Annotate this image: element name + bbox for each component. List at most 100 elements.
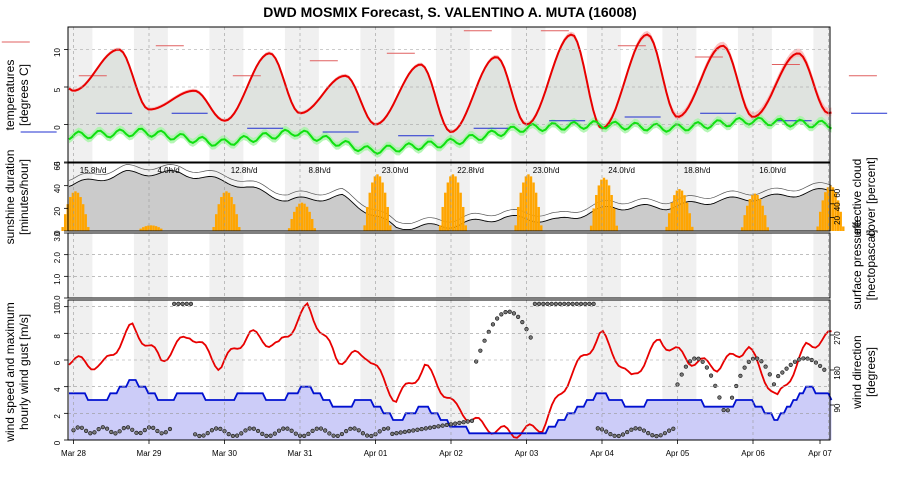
sunshine-bar: [680, 190, 684, 231]
wind-direction-dot: [738, 373, 743, 378]
sunshine-bar: [831, 187, 835, 231]
wind-direction-dot: [369, 433, 374, 439]
wind-direction-dot: [516, 314, 521, 319]
sunshine-bar: [839, 211, 842, 231]
pressure-y-tick-label: 2.0: [53, 252, 62, 264]
daily-sunshine-total-label: 8.8h/d: [309, 166, 331, 175]
wind-direction-dot: [671, 426, 676, 431]
wind-direction-dot: [151, 425, 156, 430]
sunshine-bar: [230, 197, 233, 231]
chart-title: DWD MOSMIX Forecast, S. VALENTINO A. MUT…: [263, 4, 636, 20]
sunshine-bar: [449, 176, 452, 231]
wind-direction-dot: [344, 429, 349, 434]
sunshine-bar: [462, 206, 465, 231]
wind-direction-dot: [704, 365, 709, 370]
wind-direction-dot: [172, 301, 177, 306]
temp-y-tick-label: -5: [53, 161, 62, 169]
wind-direction-dot: [92, 430, 97, 435]
wind-direction-dot: [788, 362, 793, 368]
wind-direction-dot: [180, 301, 185, 306]
wind-direction-dot: [79, 425, 84, 430]
wind-direction-dot: [360, 431, 366, 436]
wind-direction-dot: [696, 356, 701, 361]
wind-direction-dot: [700, 359, 705, 364]
wind-direction-dot: [239, 431, 244, 436]
wind-direction-dot: [100, 425, 105, 430]
sunshine-bar: [748, 198, 752, 231]
sunshine-bar: [688, 213, 691, 231]
wind-direction-dot: [209, 428, 215, 433]
wind-direction-dot: [553, 301, 558, 306]
wind-direction-dot: [767, 372, 772, 377]
wind-direction-dot: [130, 427, 135, 432]
wind-direction-dot: [214, 426, 219, 431]
sunshine-bar: [71, 192, 75, 231]
wind-direction-dot: [331, 433, 336, 438]
wind-direction-dot: [687, 359, 693, 364]
wind-direction-dot: [281, 426, 286, 431]
sunshine-bar: [751, 194, 754, 231]
wind-direction-dot: [562, 301, 567, 306]
wind-direction-dot: [486, 329, 491, 334]
sunshine-bar: [524, 176, 528, 231]
wind-direction-dot: [440, 423, 445, 428]
temp-y-tick-label: 0: [53, 125, 62, 130]
wind-direction-dot: [402, 429, 407, 434]
sunshine-bar: [376, 174, 379, 231]
x-axis-date-label: Mar 31: [288, 449, 313, 458]
sunshine-bar: [441, 206, 444, 231]
wind-direction-dot: [637, 426, 642, 431]
sunshine-bar: [383, 192, 387, 231]
cloud-cover-area: [68, 170, 832, 231]
sunshine-bar: [76, 192, 80, 231]
wind-direction-dot: [83, 428, 89, 433]
sunshine-bar: [313, 228, 316, 231]
sunshine-bar: [300, 202, 304, 231]
sunshine-bar: [592, 208, 595, 231]
sunshine-bar: [363, 225, 366, 231]
wind-direction-dot: [335, 433, 340, 439]
temp-y-tick-label: 10: [53, 48, 62, 57]
wind-direction-dot: [662, 431, 668, 436]
wind-direction-dot: [411, 428, 416, 433]
wind-direction-dot: [276, 428, 282, 433]
pressure-y-tick-label: 3.0: [53, 230, 62, 242]
sunshine-bar: [667, 213, 671, 231]
wind-direction-dot: [293, 431, 298, 436]
wind-direction-dot: [511, 311, 517, 316]
sunshine-bar: [600, 179, 603, 231]
wind-direction-dot: [570, 301, 575, 306]
sunshine-bar: [378, 176, 382, 231]
wind-direction-dot: [725, 408, 730, 413]
wind-direction-dot: [604, 429, 609, 434]
sunshine-bar: [160, 228, 163, 231]
sunshine-bar: [144, 226, 148, 231]
sunshine-bar: [79, 197, 82, 231]
wind-direction-dot: [268, 433, 273, 438]
wind-direction-dot: [109, 429, 114, 435]
wind-direction-dot: [801, 356, 806, 361]
sunshine-bar: [74, 191, 77, 231]
wind-direction-dot: [713, 383, 718, 388]
sunshine-bar: [613, 208, 616, 231]
daily-sunshine-total-label: 24.0h/d: [608, 166, 635, 175]
sunshine-bar: [142, 227, 145, 231]
wind-direction-dot: [792, 359, 798, 364]
sunshine-bar: [514, 225, 517, 231]
sunshine-bar: [766, 227, 769, 231]
wind-direction-dot: [746, 359, 751, 364]
wind-direction-dot: [419, 426, 424, 432]
wind-gust-line: [68, 301, 832, 439]
wind-direction-dot: [310, 428, 315, 433]
sunshine-bar: [589, 225, 593, 231]
sunshine-bar: [456, 182, 460, 231]
sunshine-bar: [516, 206, 520, 231]
x-axis-date-label: Apr 02: [439, 449, 463, 458]
wind-direction-dot: [251, 426, 256, 431]
sunshine-bar: [368, 192, 371, 231]
daily-sunshine-total-label: 15.8h/d: [80, 166, 107, 175]
pressure-night-band: [133, 233, 168, 298]
sunshine-bar: [673, 195, 676, 231]
sunshine-bar: [311, 218, 314, 231]
sunshine-bar: [81, 204, 85, 231]
